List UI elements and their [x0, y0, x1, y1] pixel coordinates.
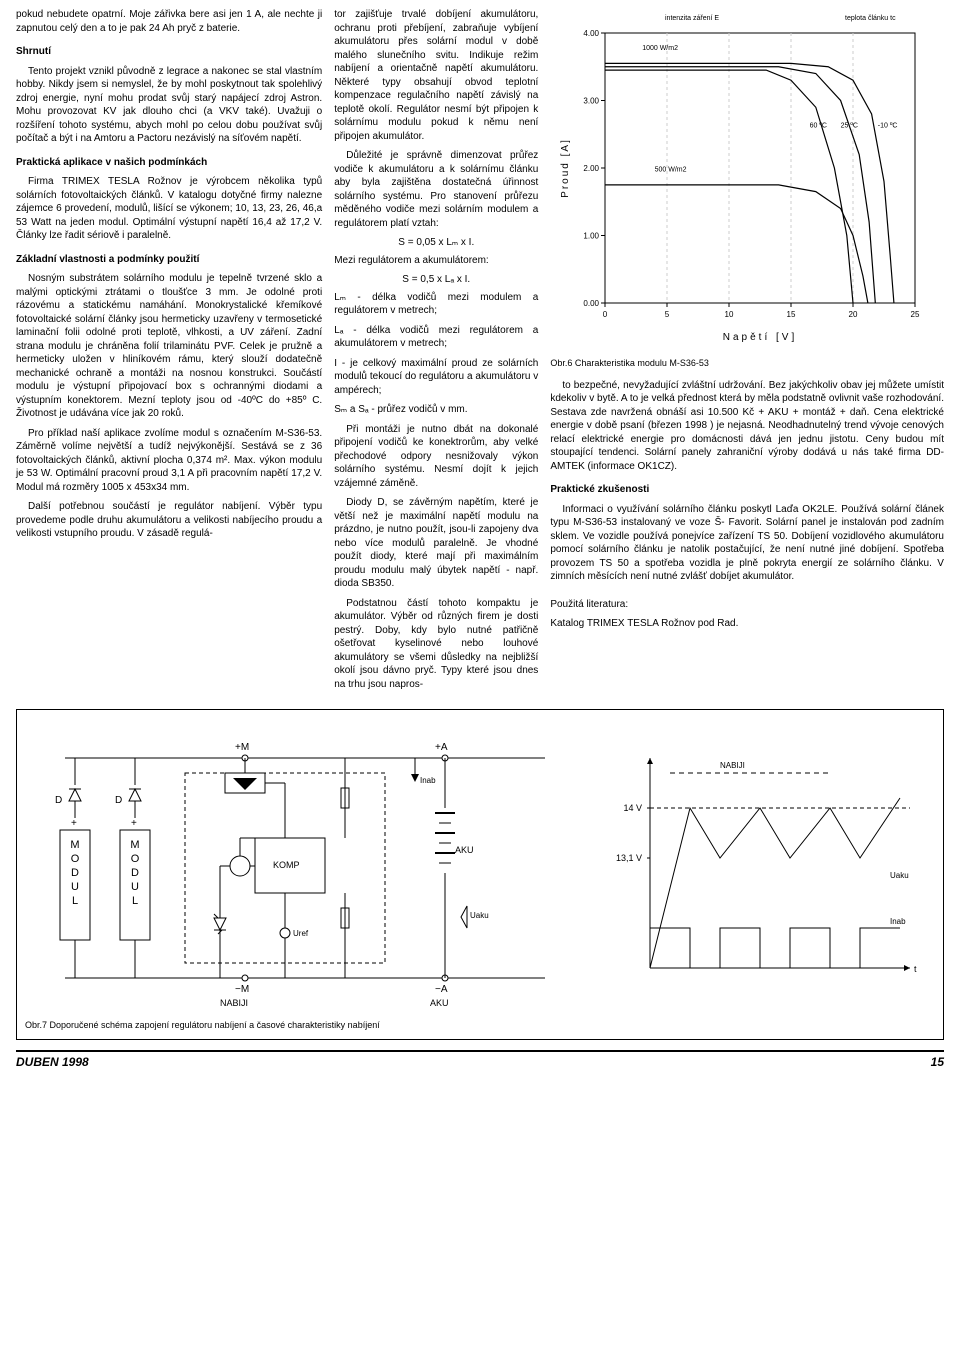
svg-text:Uref: Uref: [293, 929, 309, 938]
column-2: tor zajišťuje trvalé dobíjení akumulátor…: [334, 8, 538, 697]
col2-f2: S = 0,5 x Lₐ x I.: [334, 273, 538, 287]
svg-text:+M: +M: [235, 742, 249, 753]
chart-caption: Obr.6 Charakteristika modulu M-S36-53: [550, 357, 944, 369]
svg-text:-10 ºC: -10 ºC: [878, 123, 898, 130]
svg-text:O: O: [71, 853, 80, 865]
footer-right: 15: [931, 1054, 944, 1070]
col2-p7: Sₘ a Sₐ - průřez vodičů v mm.: [334, 403, 538, 417]
svg-text:NABIJI: NABIJI: [720, 761, 745, 770]
svg-text:20: 20: [849, 310, 858, 319]
svg-text:14 V: 14 V: [623, 803, 642, 813]
footer-left: DUBEN 1998: [16, 1054, 89, 1070]
svg-text:25: 25: [911, 310, 920, 319]
svg-text:M: M: [70, 839, 79, 851]
col3-lit1: Použitá literatura:: [550, 598, 944, 612]
col2-p6: I - je celkový maximální proud ze solárn…: [334, 357, 538, 398]
col1-h1: Shrnutí: [16, 45, 322, 59]
svg-text:5: 5: [665, 310, 670, 319]
svg-text:teplota článku tc: teplota článku tc: [845, 15, 896, 22]
svg-text:D: D: [71, 867, 79, 879]
schematic-figure: +M+AInab−M−ANABIJIAKUDD++MODULMODULKOMPU…: [16, 709, 944, 1040]
col3-p2: Informaci o využívání solárního článku p…: [550, 503, 944, 584]
page-footer: DUBEN 1998 15: [16, 1050, 944, 1070]
svg-text:0: 0: [603, 310, 608, 319]
col2-p2: Důležité je správně dimenzovat průřez vo…: [334, 149, 538, 230]
svg-text:+: +: [71, 818, 77, 829]
col2-p4: Lₘ - délka vodičů mezi modulem a regulát…: [334, 291, 538, 318]
svg-text:t: t: [914, 964, 917, 974]
svg-text:D: D: [131, 867, 139, 879]
svg-text:D: D: [55, 795, 62, 806]
column-1: pokud nebudete opatrní. Moje zářivka ber…: [16, 8, 322, 697]
col1-h2: Praktická aplikace v našich podmínkách: [16, 156, 322, 170]
col1-h3: Základní vlastnosti a podmínky použití: [16, 253, 322, 267]
svg-text:60 ºC: 60 ºC: [810, 123, 827, 130]
svg-text:Inab: Inab: [890, 917, 906, 926]
col1-p5: Pro příklad naší aplikace zvolíme modul …: [16, 427, 322, 495]
col2-p10: Podstatnou částí tohoto kompaktu je akum…: [334, 597, 538, 692]
svg-text:4.00: 4.00: [584, 29, 600, 38]
svg-text:+: +: [131, 818, 137, 829]
svg-text:10: 10: [725, 310, 734, 319]
svg-text:Napětí [V]: Napětí [V]: [723, 332, 797, 343]
column-3: 0.00 1.00 2.00 3.00 4.00 0 5 10 15 20 25 Proud [A] N…: [550, 8, 944, 697]
svg-text:−A: −A: [435, 984, 448, 995]
svg-text:Proud [A]: Proud [A]: [560, 138, 571, 198]
svg-text:25 ºC: 25 ºC: [841, 123, 858, 130]
col1-p1: pokud nebudete opatrní. Moje zářivka ber…: [16, 8, 322, 35]
col2-p1: tor zajišťuje trvalé dobíjení akumulátor…: [334, 8, 538, 143]
svg-text:−M: −M: [235, 984, 249, 995]
col1-p3: Firma TRIMEX TESLA Rožnov je výrobcem ně…: [16, 175, 322, 243]
col3-lit2: Katalog TRIMEX TESLA Rožnov pod Rad.: [550, 617, 944, 631]
col2-p5: Lₐ - délka vodičů mezi regulátorem a aku…: [334, 324, 538, 351]
svg-text:O: O: [131, 853, 140, 865]
svg-text:AKU: AKU: [455, 845, 474, 855]
col1-p4: Nosným substrátem solárního modulu je te…: [16, 272, 322, 421]
col2-p8: Při montáži je nutno dbát na dokonalé př…: [334, 423, 538, 491]
col2-f1: S = 0,05 x Lₘ x I.: [334, 236, 538, 250]
svg-text:+A: +A: [435, 742, 448, 753]
svg-text:intenzita záření E: intenzita záření E: [665, 15, 719, 22]
svg-text:Uaku: Uaku: [890, 871, 909, 880]
svg-text:3.00: 3.00: [584, 97, 600, 106]
svg-text:D: D: [115, 795, 122, 806]
svg-text:U: U: [71, 881, 79, 893]
svg-text:Inab: Inab: [420, 776, 436, 785]
schematic-circuit: +M+AInab−M−ANABIJIAKUDD++MODULMODULKOMPU…: [25, 718, 585, 1013]
svg-text:L: L: [72, 895, 78, 907]
svg-text:2.00: 2.00: [584, 164, 600, 173]
svg-text:NABIJI: NABIJI: [220, 998, 248, 1008]
col2-p3: Mezi regulátorem a akumulátorem:: [334, 254, 538, 268]
col2-p9: Diody D, se závěrným napětím, které je v…: [334, 496, 538, 591]
svg-text:500 W/m2: 500 W/m2: [655, 166, 687, 173]
svg-text:AKU: AKU: [430, 998, 449, 1008]
col3-h1: Praktické zkušenosti: [550, 483, 944, 497]
svg-text:13,1 V: 13,1 V: [616, 853, 642, 863]
svg-text:Uaku: Uaku: [470, 911, 489, 920]
svg-text:KOMP: KOMP: [273, 860, 300, 870]
col3-p1: to bezpečné, nevyžadující zvláštní udržo…: [550, 379, 944, 474]
col1-p2: Tento projekt vznikl původně z legrace a…: [16, 65, 322, 146]
svg-text:15: 15: [787, 310, 796, 319]
svg-text:0.00: 0.00: [584, 299, 600, 308]
schematic-caption: Obr.7 Doporučené schéma zapojení regulát…: [25, 1019, 935, 1031]
svg-text:U: U: [131, 881, 139, 893]
col1-p6: Další potřebnou součástí je regulátor na…: [16, 500, 322, 541]
svg-text:1000 W/m2: 1000 W/m2: [643, 45, 679, 52]
iv-chart: 0.00 1.00 2.00 3.00 4.00 0 5 10 15 20 25 Proud [A] N…: [550, 8, 944, 353]
schematic-timing: t 14 V 13,1 V NABIJI Uaku Inab: [595, 718, 935, 1013]
svg-text:L: L: [132, 895, 138, 907]
svg-text:M: M: [130, 839, 139, 851]
svg-text:1.00: 1.00: [584, 232, 600, 241]
